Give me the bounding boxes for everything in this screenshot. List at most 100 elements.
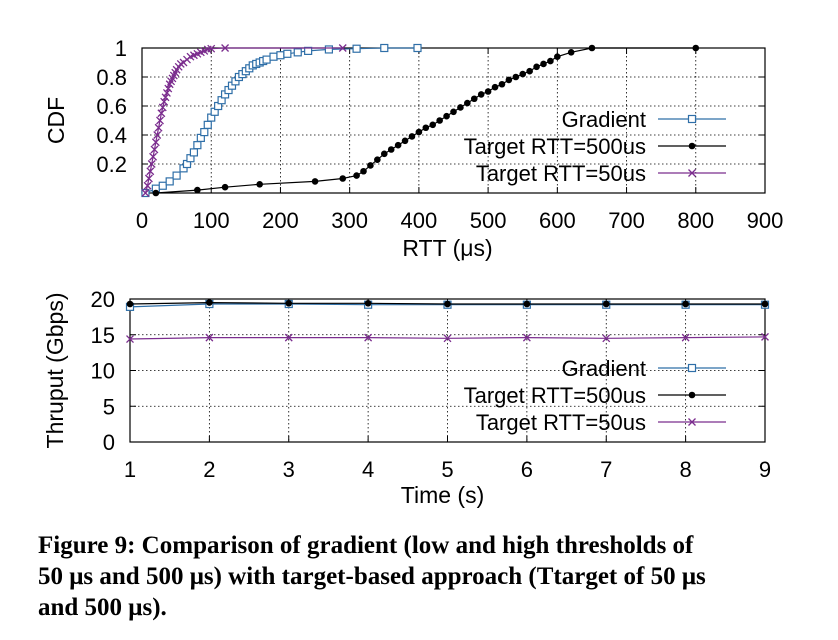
data-point [498, 80, 506, 88]
data-point [602, 334, 611, 343]
x-tick-label: 500 [470, 208, 507, 233]
data-point [338, 44, 347, 52]
data-point [484, 88, 492, 95]
data-point [380, 43, 389, 53]
data-point [408, 133, 416, 140]
series-target-500us [126, 299, 769, 308]
data-point [353, 172, 360, 179]
data-point [413, 43, 422, 53]
data-point [205, 333, 214, 342]
x-tick-label: 200 [262, 208, 299, 233]
data-point [422, 124, 430, 132]
data-point [450, 108, 457, 116]
data-point [147, 160, 156, 168]
data-point [761, 332, 769, 341]
data-point [526, 67, 533, 75]
data-point [154, 123, 163, 132]
data-point [165, 177, 174, 186]
data-point [161, 93, 170, 102]
x-tick-label: 2 [203, 457, 215, 482]
data-point [162, 88, 171, 97]
figure: 0 100 200 300 400 500 600 700 800 9000.20.40.60.8… [42, 36, 783, 508]
data-point [126, 335, 134, 343]
x-tick-label: 9 [759, 457, 771, 482]
x-tick-label: 8 [680, 457, 692, 482]
data-point [293, 48, 302, 57]
y-axis-label: CDF [43, 97, 69, 144]
data-point [681, 333, 690, 342]
data-point [761, 300, 769, 308]
data-point [415, 128, 423, 136]
data-point [194, 186, 201, 194]
data-point [283, 49, 292, 58]
data-point [457, 104, 464, 111]
caption-line-3: and 500 μs). [38, 594, 167, 621]
x-tick-label: 800 [677, 208, 714, 233]
data-point [221, 183, 229, 191]
data-point [339, 175, 347, 182]
data-point [533, 63, 540, 71]
data-point [151, 138, 160, 147]
data-point [256, 181, 263, 188]
data-point [158, 181, 167, 190]
data-point [284, 333, 293, 342]
data-point [682, 300, 689, 308]
legend-marker [687, 363, 697, 373]
data-point [172, 171, 181, 180]
data-point [374, 156, 381, 163]
data-point [269, 52, 278, 61]
legend-label: Target RTT=500us [464, 134, 646, 159]
data-point [588, 44, 596, 52]
data-point [164, 84, 173, 93]
data-point [540, 60, 547, 68]
data-point [276, 51, 285, 60]
x-tick-label: 4 [362, 457, 374, 482]
data-point [143, 181, 152, 190]
data-point [157, 109, 166, 118]
y-tick-label: 10 [91, 359, 115, 384]
data-point [203, 120, 212, 129]
x-tick-label: 400 [401, 208, 438, 233]
legend-marker [688, 418, 696, 426]
data-point [160, 97, 169, 106]
data-point [364, 299, 372, 307]
data-point [141, 189, 150, 197]
x-tick-label: 0 [136, 208, 148, 233]
data-point [443, 112, 450, 120]
data-point [443, 334, 452, 343]
y-axis-label: Thruput (Gbps) [42, 293, 68, 449]
data-point [602, 300, 610, 308]
data-point [523, 300, 531, 308]
data-point [470, 95, 478, 103]
legend-label: Gradient [562, 107, 646, 132]
data-point [491, 83, 499, 91]
data-point [144, 174, 153, 183]
caption-line-1: Figure 9: Comparison of gradient (low an… [38, 532, 694, 559]
data-point [380, 150, 388, 158]
x-tick-label: 100 [193, 208, 230, 233]
data-point [387, 146, 395, 153]
data-point [436, 117, 443, 124]
legend-marker [688, 169, 696, 177]
x-axis-label: RTT (μs) [402, 235, 492, 261]
data-point [200, 128, 209, 137]
x-tick-label: 5 [441, 457, 453, 482]
y-tick-label: 5 [103, 394, 115, 419]
data-point [394, 141, 402, 149]
series-gradient [141, 43, 422, 198]
series-target-500us [152, 44, 700, 197]
y-tick-label: 0.2 [96, 152, 127, 177]
x-tick-label: 7 [600, 457, 612, 482]
data-point [547, 57, 554, 65]
data-point [512, 73, 520, 81]
data-point [367, 162, 374, 169]
data-point [206, 299, 213, 306]
data-point [522, 333, 531, 342]
data-point [429, 121, 437, 129]
data-point [189, 148, 199, 157]
data-point [207, 44, 216, 53]
x-tick-label: 700 [608, 208, 645, 233]
legend-marker [687, 114, 697, 124]
data-point [364, 333, 373, 342]
data-point [146, 167, 155, 176]
